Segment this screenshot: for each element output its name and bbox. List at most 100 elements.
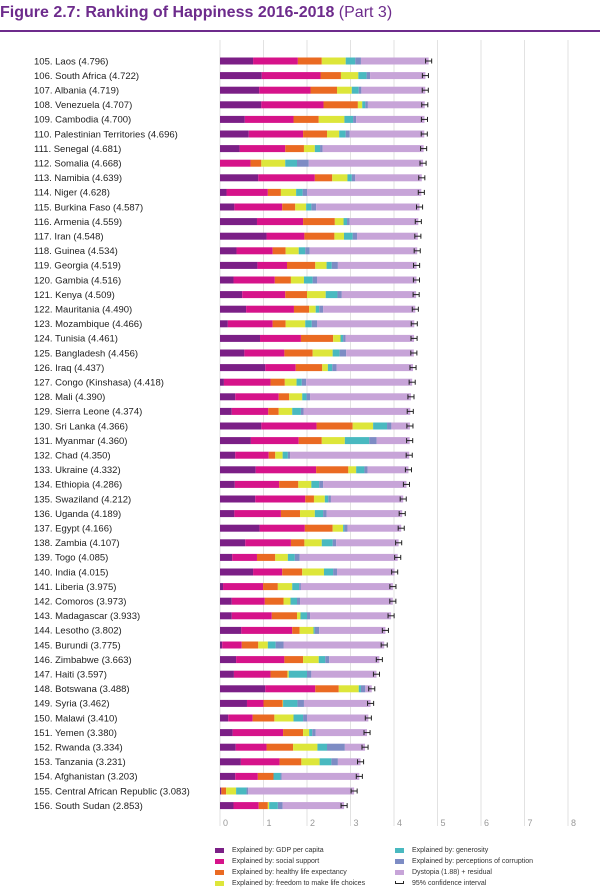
- bar-segment-health: [284, 349, 313, 357]
- bar-segment-corruption: [343, 334, 346, 342]
- bar-segment-social: [253, 57, 298, 65]
- bar-segment-freedom: [303, 145, 315, 153]
- bar-segment-gdp: [220, 261, 258, 269]
- bar-segment-generosity: [298, 247, 306, 255]
- bar-segment-dystopia: [355, 174, 422, 182]
- bar-segment-gdp: [220, 320, 228, 328]
- row-label: 122. Mauritania (4.490): [34, 305, 132, 316]
- bar-segment-dystopia: [344, 743, 366, 751]
- bar-segment-freedom: [290, 276, 304, 284]
- bar-segment-generosity: [323, 568, 334, 576]
- bar-segment-freedom: [332, 524, 344, 532]
- bar-segment-generosity: [296, 188, 303, 196]
- bar-segment-generosity: [309, 729, 313, 737]
- bar-segment-freedom: [318, 115, 345, 123]
- x-tick-label: 5: [441, 818, 446, 828]
- bar-segment-corruption: [311, 203, 317, 211]
- bar-segment-dystopia: [337, 261, 417, 269]
- legend-label: 95% confidence interval: [412, 880, 487, 887]
- bar-segment-freedom: [296, 612, 301, 620]
- row-label: 128. Mali (4.390): [34, 392, 105, 403]
- bar-segment-dystopia: [360, 57, 429, 65]
- bar-segment-health: [278, 393, 290, 401]
- legend-label: Dystopia (1.88) + residual: [412, 869, 492, 876]
- legend-swatch: [395, 858, 404, 864]
- bar-segment-corruption: [323, 510, 327, 518]
- bar-segment-gdp: [220, 349, 245, 357]
- bar-segment-dystopia: [349, 130, 425, 138]
- bar-segment-social: [261, 72, 321, 80]
- bar-segment-generosity: [302, 393, 307, 401]
- bar-segment-corruption: [331, 758, 338, 766]
- bar-segment-health: [304, 524, 333, 532]
- row-label: 137. Egypt (4.166): [34, 524, 112, 535]
- legend-label: Explained by: perceptions of corruption: [412, 858, 534, 865]
- bar-segment-health: [298, 437, 322, 445]
- bar-segment-corruption: [332, 539, 337, 547]
- legend-swatch: [395, 869, 404, 875]
- bar-segment-gdp: [220, 583, 224, 591]
- row-label: 147. Haiti (3.597): [34, 670, 107, 681]
- bar-segment-corruption: [302, 188, 307, 196]
- bar-segment-generosity: [325, 291, 338, 299]
- bar-segment-gdp: [220, 145, 240, 153]
- bar-segment-dystopia: [248, 787, 355, 795]
- row-label: 140. India (4.015): [34, 567, 108, 578]
- bar-segment-corruption: [299, 583, 301, 591]
- bar-segment-generosity: [306, 203, 312, 211]
- bar-segment-dystopia: [307, 714, 369, 722]
- bar-segment-gdp: [220, 597, 232, 605]
- bar-segment-gdp: [220, 174, 259, 182]
- legend-ci-icon: [395, 880, 404, 886]
- bar-segment-freedom: [284, 378, 297, 386]
- bar-segment-freedom: [322, 364, 328, 372]
- bar-segment-corruption: [353, 115, 357, 123]
- bar-segment-gdp: [220, 641, 223, 649]
- bar-segment-generosity: [358, 72, 367, 80]
- bar-segment-generosity: [343, 218, 348, 226]
- row-label: 113. Namibia (4.639): [34, 173, 122, 184]
- row-label: 118. Guinea (4.534): [34, 246, 118, 257]
- bar-segment-gdp: [220, 72, 262, 80]
- bar-segment-generosity: [292, 407, 301, 415]
- bar-segment-gdp: [220, 393, 236, 401]
- bar-segment-social: [226, 188, 268, 196]
- bar-segment-health: [285, 291, 307, 299]
- bar-segment-corruption: [314, 626, 320, 634]
- bar-segment-generosity: [344, 115, 354, 123]
- bar-segment-social: [245, 539, 291, 547]
- bar-segment-health: [268, 407, 279, 415]
- bar-segment-social: [266, 232, 305, 240]
- bar-segment-dystopia: [337, 758, 361, 766]
- bar-segment-freedom: [267, 802, 270, 810]
- bar-segment-health: [303, 218, 335, 226]
- row-label: 106. South Africa (4.722): [34, 71, 139, 82]
- bar-segment-corruption: [369, 437, 377, 445]
- bar-segment-social: [250, 437, 299, 445]
- row-label: 133. Ukraine (4.332): [34, 465, 121, 476]
- bar-segment-freedom: [300, 510, 315, 518]
- bar-segment-gdp: [220, 203, 235, 211]
- bar-segment-freedom: [274, 714, 294, 722]
- bar-segment-social: [223, 378, 271, 386]
- bar-segment-dystopia: [309, 247, 418, 255]
- bar-segment-gdp: [220, 334, 261, 342]
- bar-segment-social: [236, 247, 273, 255]
- bar-segment-corruption: [328, 495, 331, 503]
- bar-segment-gdp: [220, 670, 234, 678]
- bar-segment-freedom: [277, 583, 293, 591]
- bar-segment-freedom: [261, 159, 286, 167]
- bar-segment-generosity: [332, 349, 340, 357]
- bar-segment-corruption: [307, 670, 312, 678]
- bar-segment-corruption: [319, 305, 324, 313]
- legend-swatch: [215, 858, 224, 864]
- bar-segment-gdp: [220, 656, 237, 664]
- bar-segment-health: [266, 743, 294, 751]
- bar-segment-health: [290, 539, 305, 547]
- bar-segment-corruption: [277, 802, 283, 810]
- bar-segment-corruption: [332, 364, 337, 372]
- bar-segment-dystopia: [310, 612, 392, 620]
- row-label: 155. Central African Republic (3.083): [34, 786, 190, 797]
- bar-segment-freedom: [280, 188, 297, 196]
- bar-segment-health: [263, 699, 283, 707]
